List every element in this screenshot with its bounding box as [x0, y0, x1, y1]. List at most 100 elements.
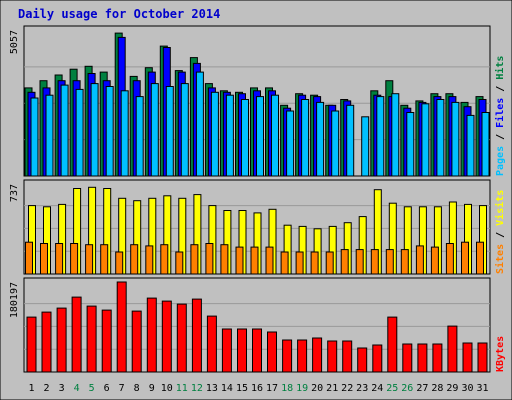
bar-kbytes-day-11 [176, 303, 187, 373]
panel-kbytes: 180197 KBytes [9, 277, 506, 373]
bar-kbytes-day-20 [312, 337, 323, 373]
x-tick-label: 12 [191, 383, 203, 394]
bar-kbytes-day-10 [161, 300, 172, 373]
x-tick-label: 15 [236, 383, 248, 394]
bar-pages-day-31 [481, 112, 490, 177]
bar-kbytes-day-15 [237, 328, 247, 373]
bar-kbytes-day-26 [402, 343, 413, 373]
bar-sites-day-25 [385, 249, 394, 275]
bar-pages-day-28 [436, 99, 445, 177]
bar-kbytes-day-25 [387, 316, 398, 373]
legend-separator: / [495, 80, 506, 98]
bar-sites-day-12 [190, 244, 199, 275]
x-tick-label: 24 [371, 383, 383, 394]
bar-sites-day-5 [85, 244, 94, 275]
bar-kbytes-day-7 [116, 281, 127, 373]
bar-sites-day-19 [295, 251, 304, 275]
bar-pages-day-1 [30, 97, 39, 177]
x-tick-label: 18 [281, 383, 293, 394]
bar-pages-day-11 [180, 83, 189, 177]
bar-sites-day-17 [265, 246, 274, 275]
bar-pages-day-30 [466, 114, 475, 177]
bar-kbytes-day-27 [417, 343, 428, 373]
bar-kbytes-day-3 [56, 307, 67, 373]
bar-kbytes-day-31 [477, 342, 488, 373]
x-tick-label: 9 [149, 383, 155, 394]
legend-separator: / [495, 128, 506, 146]
bar-kbytes-day-19 [297, 339, 308, 373]
x-tick-label: 1 [28, 383, 34, 394]
bar-sites-day-6 [100, 244, 109, 275]
bar-pages-day-17 [271, 94, 279, 177]
bar-pages-day-19 [301, 99, 310, 177]
bar-kbytes-day-30 [462, 342, 473, 373]
bar-kbytes-day-21 [327, 340, 338, 373]
bar-kbytes-day-4 [71, 296, 82, 373]
x-tick-label: 27 [416, 383, 428, 394]
x-tick-label: 25 [386, 383, 398, 394]
bar-sites-day-26 [400, 249, 409, 275]
chart-title: Daily usage for October 2014 [18, 7, 220, 21]
bar-pages-day-27 [421, 103, 430, 177]
legend-item-files: Files [494, 98, 506, 128]
bar-kbytes-day-22 [342, 340, 353, 373]
bar-sites-day-18 [280, 251, 289, 275]
bar-pages-day-14 [225, 94, 234, 177]
bar-sites-day-31 [476, 241, 484, 275]
x-tick-label: 16 [251, 383, 263, 394]
bar-sites-day-2 [40, 243, 48, 275]
bar-pages-day-20 [316, 101, 325, 177]
x-tick-label: 10 [161, 383, 173, 394]
x-tick-label: 2 [43, 383, 49, 394]
x-tick-label: 28 [431, 383, 443, 394]
bar-pages-day-7 [120, 90, 129, 177]
x-tick-label: 13 [206, 383, 218, 394]
bar-sites-day-10 [160, 244, 169, 275]
x-tick-label: 8 [134, 383, 140, 394]
bar-sites-day-14 [220, 244, 229, 275]
bar-pages-day-15 [241, 99, 249, 177]
bar-pages-day-13 [210, 91, 219, 177]
bar-pages-day-22 [346, 104, 355, 177]
bar-pages-day-6 [105, 86, 114, 177]
y-max-label: 180197 [9, 282, 20, 318]
bar-kbytes-day-23 [357, 347, 368, 373]
bar-kbytes-day-29 [447, 325, 458, 373]
legend-visits-sites: Sites / Visits [494, 190, 506, 274]
bar-pages-day-3 [60, 84, 69, 177]
bar-kbytes-day-18 [282, 339, 293, 373]
bar-sites-day-3 [55, 243, 64, 275]
bar-kbytes-day-28 [432, 343, 443, 373]
bar-pages-day-29 [451, 101, 460, 177]
bar-kbytes-day-8 [131, 310, 142, 373]
x-tick-label: 26 [401, 383, 413, 394]
bar-kbytes-day-9 [146, 297, 157, 373]
x-tick-label: 14 [221, 383, 233, 394]
bar-kbytes-day-6 [101, 309, 112, 373]
bar-sites-day-30 [461, 241, 469, 275]
bar-kbytes-day-12 [191, 298, 202, 373]
bar-pages-day-10 [165, 86, 174, 177]
x-tick-label: 7 [119, 383, 125, 394]
x-tick-label: 31 [476, 383, 488, 394]
x-tick-label: 21 [326, 383, 338, 394]
legend-item-visits: Visits [494, 190, 506, 226]
x-tick-label: 17 [266, 383, 278, 394]
bar-sites-day-29 [445, 243, 454, 275]
bar-pages-day-25 [391, 93, 400, 177]
bar-sites-day-24 [370, 249, 379, 275]
bar-sites-day-1 [25, 241, 33, 275]
x-tick-label: 20 [311, 383, 323, 394]
bar-sites-day-9 [145, 245, 154, 275]
x-tick-label: 6 [104, 383, 110, 394]
x-tick-label: 11 [176, 383, 188, 394]
bar-kbytes-day-24 [372, 344, 383, 373]
bar-pages-day-12 [195, 71, 204, 177]
legend-hits-files-pages: Pages / Files / Hits [494, 56, 506, 176]
legend-separator: / [495, 226, 506, 244]
legend-item-sites: Sites [494, 244, 506, 274]
y-max-label: 737 [9, 184, 20, 202]
bar-pages-day-24 [376, 96, 385, 177]
bar-pages-day-16 [256, 96, 264, 177]
